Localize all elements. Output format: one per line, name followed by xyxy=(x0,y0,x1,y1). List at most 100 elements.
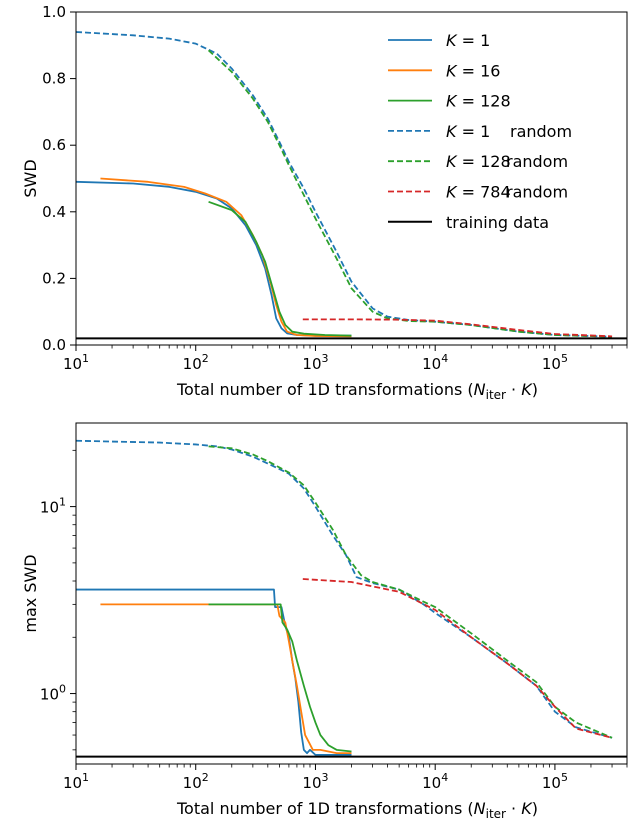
legend-label-1: K = 16 xyxy=(446,61,500,80)
x-label-prefix: Total number of 1D transformations ( xyxy=(176,380,474,399)
x-tick-label: 104 xyxy=(422,771,448,792)
legend-eq: = 1 xyxy=(457,122,491,141)
x-label-suffix: ) xyxy=(532,380,538,399)
y-tick-exp: 0 xyxy=(59,683,66,696)
legend-math: K xyxy=(446,122,458,141)
x-tick-exp: 2 xyxy=(202,352,209,365)
series-line-1 xyxy=(100,177,352,338)
legend-suffix: training data xyxy=(446,213,549,232)
y-axis-label: max SWD xyxy=(21,554,40,632)
y-tick-label: 0.2 xyxy=(42,269,66,287)
x-tick-exp: 1 xyxy=(82,352,89,365)
y-tick-base: 10 xyxy=(40,499,59,517)
legend-math: K xyxy=(446,61,458,80)
legend-math: K xyxy=(446,92,458,111)
series-group xyxy=(76,31,627,340)
legend-suffix: random xyxy=(510,122,572,141)
series-line-5 xyxy=(302,318,613,338)
x-tick-exp: 4 xyxy=(441,771,448,784)
x-tick-base: 10 xyxy=(183,355,202,373)
x-tick-label: 102 xyxy=(183,352,209,373)
x-tick-base: 10 xyxy=(63,355,82,373)
x-label-prefix: Total number of 1D transformations ( xyxy=(176,799,474,818)
x-tick-base: 10 xyxy=(302,355,321,373)
series-line-3 xyxy=(76,31,613,338)
legend-eq: = 16 xyxy=(457,61,501,80)
x-tick-exp: 5 xyxy=(561,352,568,365)
y-tick-label: 101 xyxy=(40,496,66,517)
y-tick-label: 1.0 xyxy=(42,3,66,21)
x-tick-label: 105 xyxy=(542,352,568,373)
x-tick-exp: 3 xyxy=(322,352,329,365)
x-tick-base: 10 xyxy=(542,355,561,373)
axes-frame xyxy=(75,422,628,765)
y-tick-exp: 1 xyxy=(59,496,66,509)
x-tick-base: 10 xyxy=(63,774,82,792)
legend-math: K xyxy=(446,152,458,171)
x-axis-label: Total number of 1D transformations (Nite… xyxy=(176,799,538,821)
x-tick-exp: 4 xyxy=(441,352,448,365)
legend-eq: = 128 xyxy=(457,92,511,111)
legend-label-6: training data xyxy=(446,213,549,232)
y-tick-label: 0.8 xyxy=(42,70,66,88)
x-label-dot: · xyxy=(506,799,521,818)
series-line-0 xyxy=(76,180,352,337)
x-tick-exp: 1 xyxy=(82,771,89,784)
x-tick-label: 101 xyxy=(63,352,89,373)
legend-suffix: random xyxy=(506,183,568,202)
series-line-1 xyxy=(100,603,352,755)
x-tick-exp: 2 xyxy=(202,771,209,784)
x-tick-base: 10 xyxy=(183,774,202,792)
series-group xyxy=(76,439,627,758)
legend-math: K xyxy=(446,183,458,202)
y-tick-label: 0.4 xyxy=(42,203,66,221)
x-tick-label: 105 xyxy=(542,771,568,792)
x-tick-label: 103 xyxy=(302,771,328,792)
x-tick-base: 10 xyxy=(422,355,441,373)
legend-suffix: random xyxy=(506,152,568,171)
x-tick-base: 10 xyxy=(422,774,441,792)
legend-label-2: K = 128 xyxy=(446,92,511,111)
y-tick-label: 0.0 xyxy=(42,336,66,354)
x-tick-base: 10 xyxy=(542,774,561,792)
x-label-sub: iter xyxy=(486,807,506,821)
x-label-N: N xyxy=(474,380,486,399)
legend-eq: = 128 xyxy=(457,152,511,171)
legend-eq: = 1 xyxy=(457,31,491,50)
legend-math: K xyxy=(446,31,458,50)
x-label-N: N xyxy=(474,799,486,818)
x-tick-label: 103 xyxy=(302,352,328,373)
series-line-4 xyxy=(208,445,613,739)
legend-eq: = 784 xyxy=(457,183,511,202)
x-label-dot: · xyxy=(506,380,521,399)
series-line-0 xyxy=(76,588,352,756)
x-tick-label: 102 xyxy=(183,771,209,792)
y-axis-label: SWD xyxy=(21,159,40,197)
legend-label-3: K = 1 random xyxy=(446,122,572,141)
legend-label-0: K = 1 xyxy=(446,31,490,50)
series-line-2 xyxy=(208,200,352,337)
x-tick-label: 104 xyxy=(422,352,448,373)
x-axis-label: Total number of 1D transformations (Nite… xyxy=(176,380,538,402)
axes-frame xyxy=(75,11,628,346)
y-tick-label: 100 xyxy=(40,683,66,704)
legend-label-4: K = 128random xyxy=(446,152,568,171)
x-label-suffix: ) xyxy=(532,799,538,818)
y-tick-label: 0.6 xyxy=(42,136,66,154)
series-line-3 xyxy=(76,439,613,739)
x-tick-exp: 3 xyxy=(322,771,329,784)
x-label-sub: iter xyxy=(486,388,506,402)
series-line-5 xyxy=(302,578,613,739)
x-tick-exp: 5 xyxy=(561,771,568,784)
x-label-K: K xyxy=(521,380,533,399)
series-line-2 xyxy=(208,603,352,753)
y-tick-base: 10 xyxy=(40,686,59,704)
legend-label-5: K = 784random xyxy=(446,183,568,202)
x-tick-label: 101 xyxy=(63,771,89,792)
x-tick-base: 10 xyxy=(302,774,321,792)
x-label-K: K xyxy=(521,799,533,818)
